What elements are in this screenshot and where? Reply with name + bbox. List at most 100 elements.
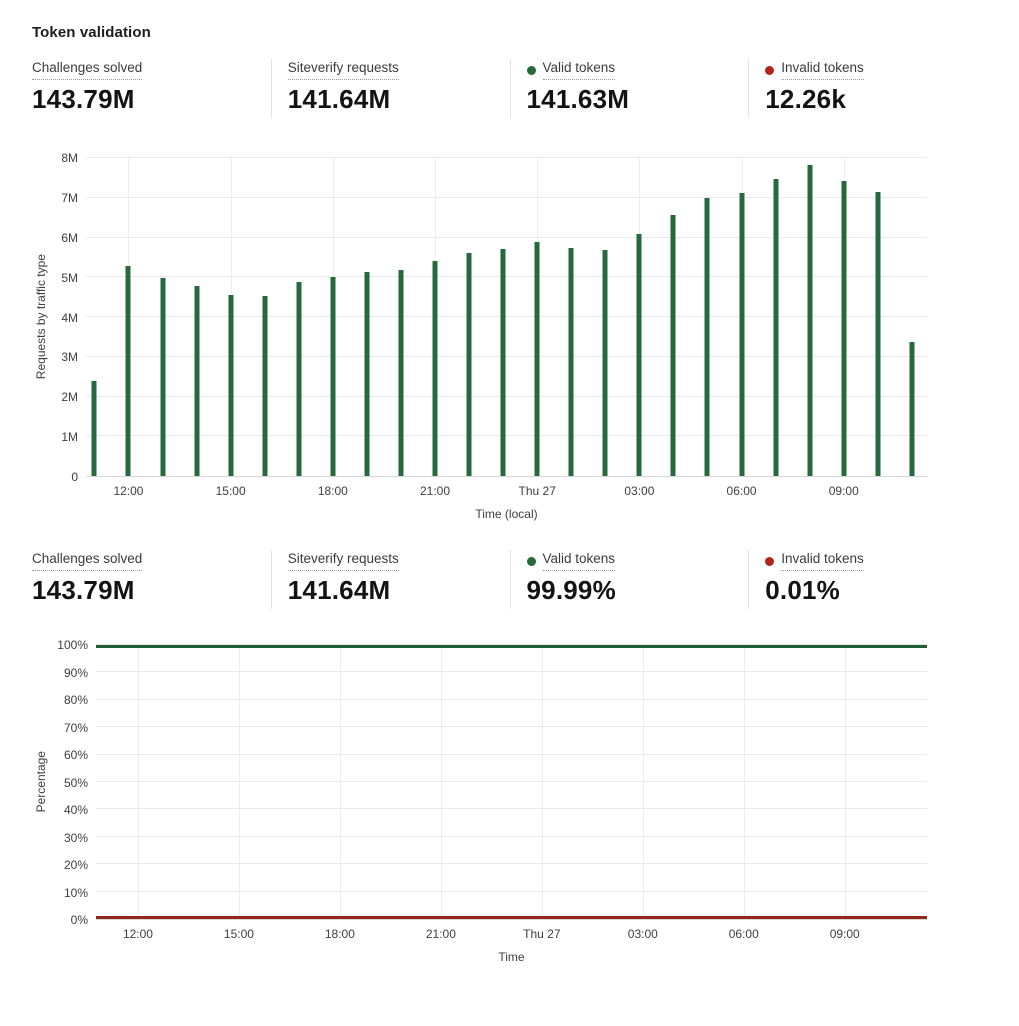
gridline-horizontal — [96, 753, 927, 755]
stat-value-valid-tokens: 141.63M — [526, 84, 630, 114]
token-validation-panel: Token validation Challenges solved 143.7… — [32, 24, 987, 964]
gridline-horizontal — [86, 157, 927, 158]
gridline-vertical — [440, 645, 442, 919]
y-tick-label: 10% — [63, 885, 88, 900]
x-axis-tick-labels: 12:00 15:00 18:00 21:00 Thu 27 03:00 06:00 09:0… — [86, 477, 927, 499]
stat-invalid-tokens-percent: Invalid tokens 0.01% — [748, 550, 987, 609]
stat-value-invalid-tokens-percent: 0.01% — [765, 575, 840, 605]
x-tick-label: 06:00 — [728, 927, 759, 941]
bar — [602, 249, 608, 476]
bar — [466, 252, 472, 476]
bar — [739, 192, 745, 476]
stat-value-siteverify-requests: 141.64M — [287, 84, 391, 114]
gridline-horizontal — [96, 698, 927, 700]
y-tick-label: 70% — [63, 720, 88, 735]
x-axis-tick-labels: 12:00 15:00 18:00 21:00 Thu 27 03:00 06:00 09:0… — [96, 920, 927, 942]
requests-by-traffic-type-bar-chart: Requests by traffic type 0 1M 2M 3M 4M 5M 6M 7M 8… — [32, 152, 927, 520]
y-tick-label: 3M — [61, 350, 78, 365]
stat-valid-tokens: Valid tokens 141.63M — [509, 59, 749, 118]
stat-label-invalid-tokens-percent[interactable]: Invalid tokens — [781, 551, 864, 571]
y-axis-title: Percentage — [34, 751, 48, 813]
y-axis-tick-labels: 0% 10% 20% 30% 40% 50% 60% 70% 80% 90% 100% — [50, 639, 96, 926]
x-tick-label: 12:00 — [122, 927, 153, 941]
plot-area — [96, 644, 927, 920]
stat-siteverify-requests-2: Siteverify requests 141.64M — [270, 550, 510, 609]
stat-valid-tokens-percent: Valid tokens 99.99% — [509, 550, 749, 609]
stat-label-valid-tokens-percent[interactable]: Valid tokens — [542, 551, 616, 571]
x-tick-label: 03:00 — [624, 484, 655, 498]
valid-tokens-dot-icon — [526, 556, 536, 566]
x-axis-title: Time — [498, 950, 525, 964]
gridline-horizontal — [86, 276, 927, 278]
x-tick-label: 15:00 — [223, 927, 254, 941]
bar — [670, 214, 676, 476]
bar — [534, 242, 540, 476]
bar — [194, 286, 200, 476]
stats-row-percentages: Challenges solved 143.79M Siteverify req… — [32, 550, 987, 609]
gridline-vertical — [642, 645, 644, 919]
gridline-horizontal — [96, 863, 927, 865]
stat-challenges-solved: Challenges solved 143.79M — [32, 59, 271, 118]
x-tick-label: Thu 27 — [523, 927, 561, 941]
gridline-horizontal — [96, 644, 927, 645]
bar — [125, 266, 131, 476]
gridline-horizontal — [96, 835, 927, 837]
bar — [91, 380, 97, 476]
y-tick-label: 40% — [63, 803, 88, 817]
stat-value-valid-tokens-percent: 99.99% — [526, 575, 616, 605]
stat-label-challenges-solved-2[interactable]: Challenges solved — [32, 551, 143, 571]
x-tick-label: 09:00 — [828, 484, 859, 498]
gridline-vertical — [339, 645, 341, 919]
stats-row-totals: Challenges solved 143.79M Siteverify req… — [32, 59, 987, 118]
stat-value-invalid-tokens: 12.26k — [765, 84, 846, 114]
stat-challenges-solved-2: Challenges solved 143.79M — [32, 550, 271, 609]
bar — [773, 179, 779, 476]
bar — [704, 197, 710, 476]
bar — [568, 247, 574, 476]
y-tick-label: 4M — [61, 310, 78, 325]
y-tick-label: 1M — [61, 430, 78, 445]
gridline-horizontal — [86, 316, 927, 317]
x-tick-label: 21:00 — [425, 927, 456, 941]
stat-label-invalid-tokens[interactable]: Invalid tokens — [781, 60, 864, 80]
stat-value-challenges-solved: 143.79M — [32, 84, 135, 114]
y-tick-label: 8M — [61, 151, 78, 165]
x-tick-label: 15:00 — [215, 484, 246, 498]
y-tick-label: 5M — [61, 270, 78, 285]
gridline-horizontal — [86, 435, 927, 437]
gridline-horizontal — [96, 671, 927, 673]
y-tick-label: 2M — [61, 390, 78, 405]
stat-siteverify-requests: Siteverify requests 141.64M — [270, 59, 510, 118]
gridline-vertical — [743, 645, 745, 919]
x-tick-label: 12:00 — [113, 484, 144, 498]
gridline-horizontal — [96, 726, 927, 728]
stat-label-challenges-solved[interactable]: Challenges solved — [32, 60, 143, 80]
stat-value-siteverify-requests-2: 141.64M — [287, 575, 391, 605]
gridline-horizontal — [96, 808, 927, 810]
y-tick-label: 0% — [70, 913, 88, 927]
bar — [398, 270, 404, 476]
gridline-horizontal — [86, 395, 927, 397]
gridline-vertical — [844, 645, 846, 919]
x-tick-label: 09:00 — [829, 927, 860, 941]
x-tick-label: 21:00 — [419, 484, 451, 498]
y-tick-label: 30% — [63, 830, 88, 845]
bar — [841, 181, 847, 476]
stat-value-challenges-solved-2: 143.79M — [32, 575, 135, 605]
x-tick-label: 03:00 — [627, 927, 658, 941]
series-line-valid-tokens — [96, 645, 927, 648]
gridline-vertical — [541, 645, 543, 919]
plot-area — [86, 157, 927, 477]
y-axis-title: Requests by traffic type — [34, 254, 48, 380]
bar — [432, 261, 438, 476]
bar — [228, 295, 234, 476]
y-tick-label: 60% — [63, 748, 88, 762]
y-tick-label: 7M — [61, 190, 78, 205]
y-tick-label: 0 — [71, 470, 78, 484]
bar — [330, 276, 336, 476]
stat-label-siteverify-requests-2[interactable]: Siteverify requests — [287, 551, 399, 571]
stat-label-siteverify-requests[interactable]: Siteverify requests — [287, 60, 399, 80]
gridline-vertical — [137, 645, 139, 919]
stat-label-valid-tokens[interactable]: Valid tokens — [542, 60, 616, 80]
series-line-invalid-tokens — [96, 916, 927, 919]
